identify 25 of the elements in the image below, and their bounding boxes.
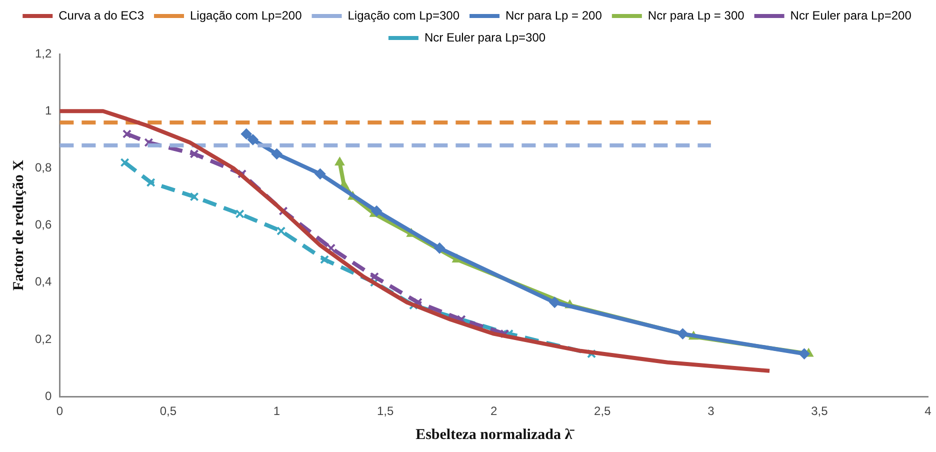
x-tick-label: 0 [56,404,64,418]
legend-label: Ncr Euler para Lp=300 [424,30,546,44]
legend-label: Ncr para Lp = 300 [648,8,745,22]
y-tick-label: 1,2 [34,46,52,60]
legend-label: Ligação com Lp=200 [190,8,302,22]
legend-label: Ncr Euler para Lp=200 [790,8,912,22]
y-tick-label: 0,6 [34,218,52,232]
y-tick-label: 0,8 [34,160,52,175]
x-tick-label: 0,5 [160,404,177,418]
y-axis-title: Factor de redução X [10,160,27,291]
x-axis-title: Esbelteza normalizada λ̄ [416,426,576,443]
x-tick-label: 3 [708,404,715,418]
x-tick-label: 4 [924,404,932,418]
x-tick-label: 3,5 [811,404,828,418]
x-tick-label: 2,5 [594,404,612,418]
y-tick-label: 1 [44,103,52,118]
legend-label: Ncr para Lp = 200 [506,8,602,22]
legend-label: Ligação com Lp=300 [348,8,460,22]
x-tick-label: 1 [273,404,280,418]
legend-label: Curva a do EC3 [58,8,144,22]
y-tick-label: 0,4 [34,274,52,289]
y-tick-label: 0,2 [34,332,52,346]
x-tick-label: 1,5 [376,404,394,418]
y-tick-label: 0 [44,388,52,403]
x-tick-label: 2 [490,404,498,418]
